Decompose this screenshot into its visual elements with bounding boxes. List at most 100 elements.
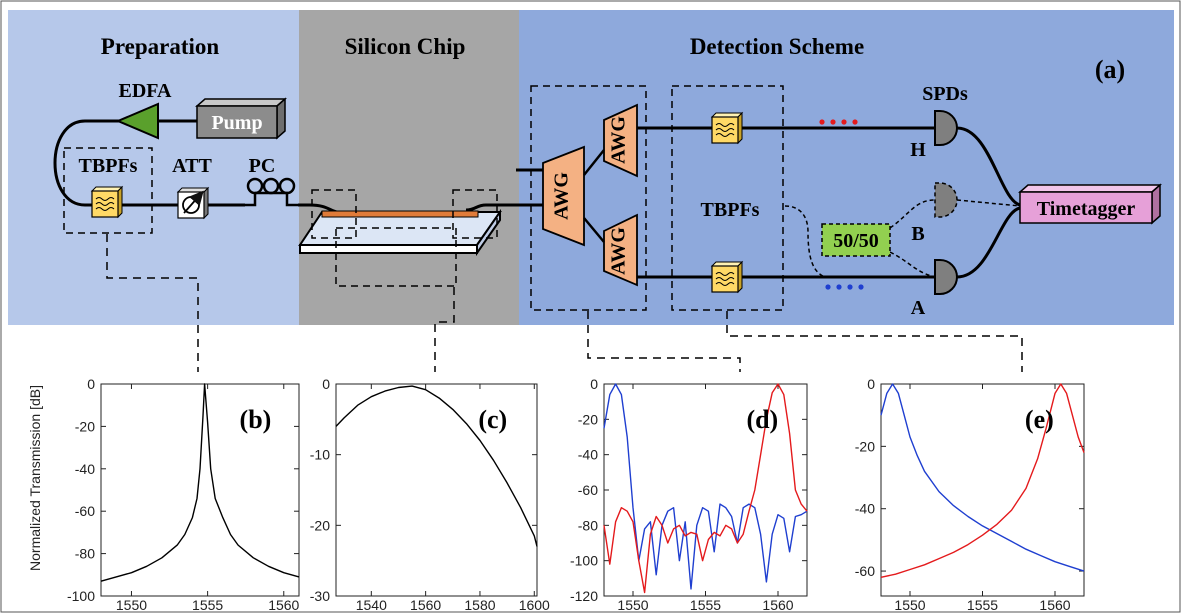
x-axis-label: Wavelength [nm] bbox=[384, 611, 489, 614]
y-tick-label: -120 bbox=[570, 588, 598, 604]
prep-tbpf-dashed-box bbox=[63, 147, 153, 234]
panel-label: (d) bbox=[746, 405, 778, 434]
red-dots bbox=[819, 119, 858, 125]
det-tbpfs-label: TBPFs bbox=[701, 199, 760, 221]
det-filter-a-icon bbox=[710, 260, 744, 294]
y-tick-label: -60 bbox=[855, 563, 875, 579]
port-h-label: H bbox=[910, 139, 926, 161]
x-axis-label: Wavelength [nm] bbox=[930, 611, 1035, 614]
silicon-chip-title: Silicon Chip bbox=[345, 34, 466, 59]
y-tick-label: 0 bbox=[867, 376, 875, 392]
y-tick-label: -30 bbox=[310, 588, 330, 604]
awg-main-label: AWG bbox=[551, 172, 573, 220]
y-tick-label: -10 bbox=[310, 447, 330, 463]
spd-b-cable bbox=[956, 199, 1021, 207]
x-tick-label: 1550 bbox=[894, 597, 925, 613]
timetagger-box: Timetagger bbox=[1018, 183, 1162, 225]
polarization-controller-icon bbox=[245, 177, 298, 207]
series-line-1 bbox=[603, 383, 808, 594]
splitter-dashed-path bbox=[784, 199, 936, 278]
fiber-loop bbox=[53, 119, 120, 207]
plot-frame bbox=[603, 383, 808, 597]
timetagger-label: Timetagger bbox=[1037, 198, 1136, 220]
y-tick-label: -20 bbox=[578, 411, 598, 427]
x-tick-label: 1600 bbox=[519, 597, 550, 613]
blue-dots bbox=[825, 284, 864, 290]
spectrum-plot-d: 1550 1555 1560 0 -20 -40 -60 -80 -100 -120 (d) Wave… bbox=[570, 376, 808, 614]
port-b-label: B bbox=[911, 223, 924, 245]
panel-label: (e) bbox=[1025, 405, 1054, 434]
spd-a-cable bbox=[956, 206, 1021, 279]
x-tick-label: 1555 bbox=[690, 597, 721, 613]
y-tick-label: -40 bbox=[578, 447, 598, 463]
awg-top: AWG bbox=[603, 103, 638, 178]
chip-dashed-box bbox=[335, 227, 457, 287]
attenuator-icon bbox=[176, 186, 210, 220]
awg-top-label: AWG bbox=[608, 116, 630, 164]
silicon-chip-region bbox=[299, 10, 519, 325]
y-tick-label: 0 bbox=[322, 376, 330, 392]
series-line-1 bbox=[880, 383, 1085, 578]
pump-label: Pump bbox=[211, 112, 262, 134]
series-line-0 bbox=[880, 383, 1085, 572]
panel-a-label: (a) bbox=[1095, 55, 1125, 84]
edfa-amplifier bbox=[115, 102, 159, 140]
splitter-label: 50/50 bbox=[833, 230, 879, 252]
y-tick-label: 0 bbox=[87, 376, 95, 392]
awg-bottom: AWG bbox=[603, 213, 638, 287]
chip-output-dashed-box bbox=[452, 189, 498, 239]
spds-label: SPDs bbox=[922, 83, 968, 105]
fiber-awg-bottom-link bbox=[583, 217, 605, 243]
spectrum-plot-e: 1550 1555 1560 0 -20 -40 -60 (e) Wavelength [nm] bbox=[855, 376, 1085, 614]
y-tick-label: -100 bbox=[570, 553, 598, 569]
det-tbpf-dashed-box bbox=[671, 85, 784, 311]
edfa-label: EDFA bbox=[119, 80, 173, 102]
series-line-0 bbox=[335, 385, 538, 547]
x-tick-label: 1560 bbox=[1039, 597, 1070, 613]
fiber-awg-top-link bbox=[583, 149, 605, 176]
x-tick-label: 1550 bbox=[116, 597, 147, 613]
det-filter-h-icon bbox=[710, 111, 744, 145]
y-tick-label: -20 bbox=[855, 438, 875, 454]
y-tick-label: -40 bbox=[75, 461, 95, 477]
x-tick-label: 1550 bbox=[617, 597, 648, 613]
x-tick-label: 1555 bbox=[192, 597, 223, 613]
spectrum-plot-c: 1540 1560 1580 1600 0 -10 -20 -30 (c) Wavelength … bbox=[310, 376, 550, 614]
chip-input-dashed-box bbox=[311, 189, 357, 239]
awg-dashed-box bbox=[530, 85, 647, 311]
plot-frame bbox=[880, 383, 1085, 597]
x-tick-label: 1555 bbox=[967, 597, 998, 613]
plot-frame bbox=[100, 383, 300, 597]
x-axis-label: Wavelength [nm] bbox=[653, 611, 758, 614]
awg-bottom-label: AWG bbox=[608, 227, 630, 275]
preparation-title: Preparation bbox=[101, 34, 220, 59]
x-tick-label: 1560 bbox=[410, 597, 441, 613]
y-tick-label: -100 bbox=[67, 588, 95, 604]
x-tick-label: 1560 bbox=[762, 597, 793, 613]
y-axis-label: Normalized Transmission [dB] bbox=[27, 385, 43, 571]
detection-title: Detection Scheme bbox=[690, 34, 864, 59]
pc-label: PC bbox=[249, 155, 276, 177]
x-tick-label: 1580 bbox=[464, 597, 495, 613]
att-label: ATT bbox=[172, 155, 212, 177]
y-tick-label: 0 bbox=[590, 376, 598, 392]
panel-label: (b) bbox=[240, 405, 272, 434]
y-tick-label: -60 bbox=[578, 482, 598, 498]
plot-frame bbox=[335, 383, 538, 597]
x-axis-label: Wavelength [nm] bbox=[148, 611, 253, 614]
fiber-chip-awg bbox=[465, 203, 548, 212]
splitter-box bbox=[821, 223, 891, 257]
panel-label: (c) bbox=[478, 405, 507, 434]
schematic-panel: Preparation Silicon Chip Detection Schem… bbox=[8, 10, 1174, 325]
silicon-chip bbox=[298, 208, 502, 257]
leader-lines bbox=[106, 234, 1023, 372]
y-tick-label: -60 bbox=[75, 503, 95, 519]
spd-h-cable bbox=[956, 126, 1021, 207]
port-a-label: A bbox=[911, 297, 926, 319]
series-line-0 bbox=[100, 383, 300, 582]
y-tick-label: -20 bbox=[310, 517, 330, 533]
prep-filter-icon bbox=[90, 185, 124, 219]
awg-main: AWG bbox=[542, 145, 585, 247]
pump-box: Pump bbox=[195, 97, 287, 140]
